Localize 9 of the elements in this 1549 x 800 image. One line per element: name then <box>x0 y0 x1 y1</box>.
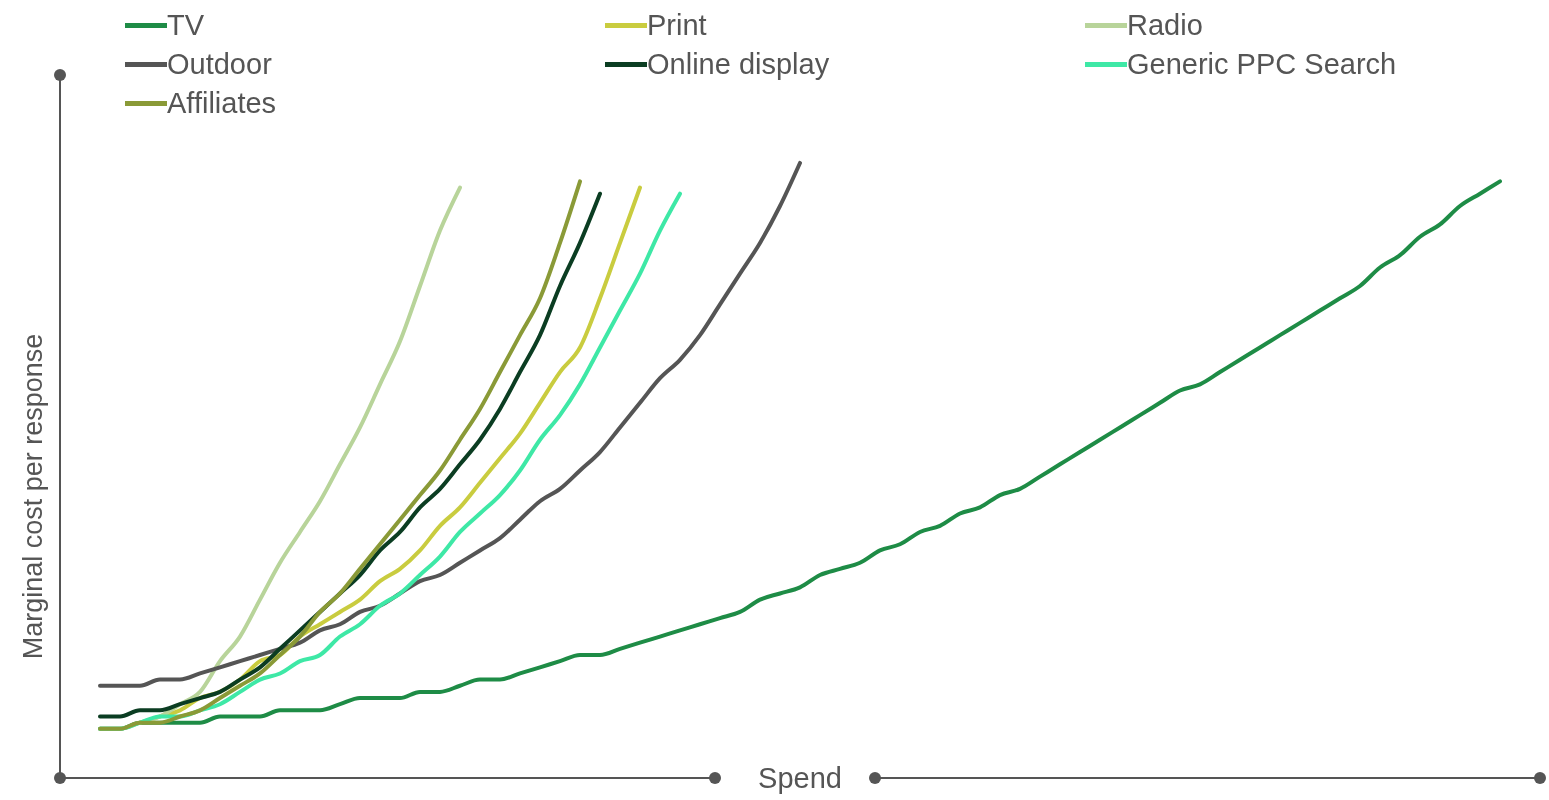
legend-label: Print <box>647 9 707 42</box>
x-axis-title: Spend <box>758 762 842 795</box>
legend-label: TV <box>167 9 205 42</box>
legend-label: Generic PPC Search <box>1127 48 1397 81</box>
legend-label: Affiliates <box>167 87 277 120</box>
y-axis-title: Marginal cost per response <box>18 333 49 660</box>
legend-label: Outdoor <box>167 48 272 81</box>
legend-label: Online display <box>647 48 830 81</box>
legend-label: Radio <box>1127 9 1203 42</box>
